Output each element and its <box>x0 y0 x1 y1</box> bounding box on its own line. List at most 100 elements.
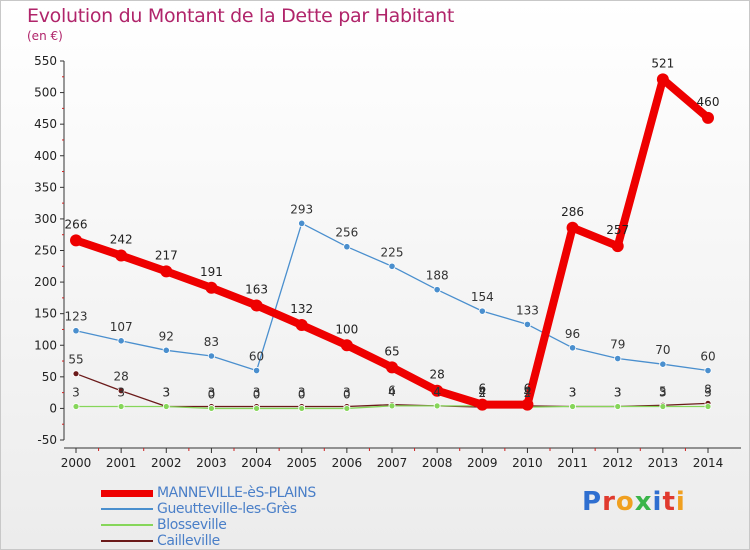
data-label: 3 <box>72 386 80 400</box>
data-point <box>250 299 263 312</box>
data-label: 3 <box>162 386 170 400</box>
data-label: 3 <box>343 386 351 400</box>
y-tick-label: 200 <box>34 275 57 289</box>
data-point <box>117 337 125 345</box>
x-tick-label: 2006 <box>332 456 363 470</box>
data-point <box>431 384 444 397</box>
data-point <box>702 111 714 124</box>
logo-letter: P <box>582 487 603 517</box>
data-point <box>704 366 712 375</box>
data-point <box>253 405 260 412</box>
data-point <box>569 403 576 410</box>
data-label: 107 <box>110 320 133 334</box>
data-label: 0 <box>208 387 216 401</box>
y-tick-label: 0 <box>49 401 57 415</box>
data-label: 191 <box>200 265 223 279</box>
data-label: 188 <box>426 269 449 283</box>
data-label: 163 <box>245 282 268 296</box>
data-point <box>614 403 622 410</box>
logo-letter: r <box>602 487 616 517</box>
data-point <box>117 403 125 410</box>
y-tick-label: 250 <box>34 244 57 258</box>
data-label: 133 <box>516 303 539 317</box>
data-label: 65 <box>384 344 399 358</box>
data-label: 4 <box>478 385 486 399</box>
data-label: 100 <box>335 322 358 336</box>
data-label: 3 <box>208 386 216 400</box>
proxiti-logo: Proxiti <box>582 487 686 517</box>
data-point <box>478 307 486 315</box>
data-point <box>566 221 579 234</box>
data-label: 0 <box>298 387 306 401</box>
data-label: 55 <box>68 353 83 367</box>
x-tick-label: 2008 <box>422 456 453 470</box>
data-point <box>160 265 173 278</box>
data-label: 2 <box>478 386 486 400</box>
data-point <box>208 405 215 412</box>
x-tick-label: 2007 <box>377 456 408 470</box>
data-label: 79 <box>610 338 625 352</box>
y-tick-label: -50 <box>37 433 57 447</box>
data-point <box>521 398 534 411</box>
data-point <box>252 366 261 375</box>
data-point <box>433 402 441 410</box>
x-tick-label: 2005 <box>286 456 317 470</box>
y-tick-label: 400 <box>34 149 57 163</box>
data-label: 4 <box>388 385 396 399</box>
x-tick-label: 2014 <box>693 456 724 470</box>
y-tick-label: 500 <box>34 86 57 100</box>
data-label: 6 <box>388 384 396 398</box>
data-label: 3 <box>659 386 667 400</box>
legend-swatch-gueutteville <box>101 508 153 510</box>
data-point <box>704 403 712 410</box>
data-point <box>70 234 82 247</box>
data-point <box>388 402 396 410</box>
y-tick-label: 350 <box>34 180 57 194</box>
data-point <box>343 405 351 412</box>
data-point <box>433 286 441 294</box>
chart-axes: -500501001502002503003504004505005502000… <box>34 54 741 470</box>
data-label: 3 <box>298 386 306 400</box>
y-tick-label: 450 <box>34 117 57 131</box>
data-label: 0 <box>343 387 351 401</box>
chart-series-lines <box>70 73 714 412</box>
data-label: 8 <box>704 382 712 396</box>
x-tick-label: 2009 <box>467 456 498 470</box>
x-tick-label: 2010 <box>512 456 543 470</box>
x-tick-label: 2011 <box>557 456 588 470</box>
data-label: 154 <box>471 290 494 304</box>
data-label: 28 <box>114 370 129 384</box>
data-point <box>205 281 218 294</box>
data-point <box>298 405 306 412</box>
legend-swatch-cailleville <box>101 540 153 542</box>
data-point <box>614 354 622 363</box>
data-point <box>659 403 667 410</box>
data-label: 60 <box>700 350 715 364</box>
data-label: 460 <box>697 95 720 109</box>
data-label: 28 <box>430 368 445 382</box>
data-label: 4 <box>433 385 441 399</box>
data-label: 5 <box>659 384 667 398</box>
data-label: 0 <box>253 387 261 401</box>
data-point <box>117 387 125 395</box>
legend-label-blosseville: Blosseville <box>157 517 227 533</box>
data-label: 217 <box>155 248 178 262</box>
data-label: 3 <box>569 386 577 400</box>
data-point <box>611 240 624 253</box>
data-label: 293 <box>290 202 313 216</box>
data-label: 123 <box>65 310 88 324</box>
data-label: 266 <box>65 217 88 231</box>
y-tick-label: 50 <box>42 370 57 384</box>
chart-title: Evolution du Montant de la Dette par Hab… <box>27 5 455 27</box>
data-point <box>340 339 353 352</box>
data-point <box>162 403 170 410</box>
x-tick-label: 2012 <box>602 456 633 470</box>
y-tick-label: 100 <box>34 338 57 352</box>
data-label: 257 <box>606 223 629 237</box>
logo-letter: x <box>634 487 653 517</box>
chart-unit-label: (en €) <box>27 29 63 43</box>
logo-letter: i <box>652 487 663 517</box>
x-tick-label: 2003 <box>196 456 227 470</box>
